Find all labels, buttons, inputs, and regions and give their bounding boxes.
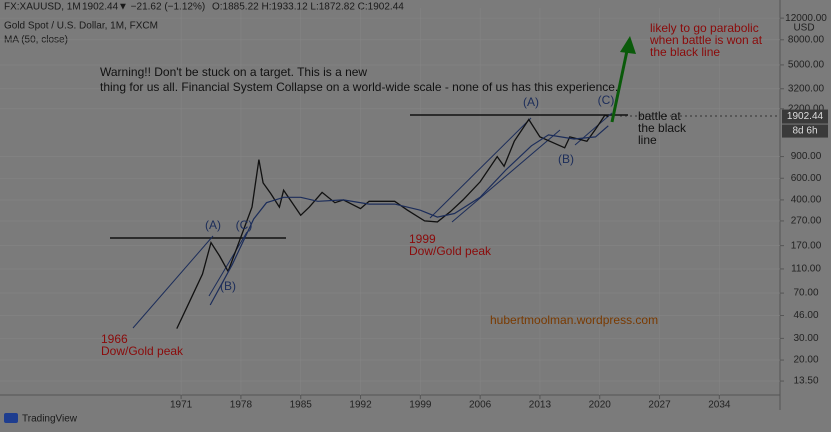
annotation: hubertmoolman.wordpress.com: [490, 313, 658, 327]
x-tick-label: 2020: [589, 400, 612, 411]
y-tick-label: 46.00: [793, 310, 818, 321]
y-tick-label: 5000.00: [788, 60, 825, 71]
chart-title: Gold Spot / U.S. Dollar, 1M, FXCM: [4, 21, 158, 32]
y-tick-label: 600.00: [791, 173, 822, 184]
annotation: the black line: [650, 45, 720, 59]
x-tick-label: 2027: [648, 400, 671, 411]
annotation: thing for us all. Financial System Colla…: [100, 80, 618, 94]
annotation: the black: [638, 121, 687, 135]
x-tick-label: 1999: [409, 400, 432, 411]
brand: TradingView: [4, 413, 78, 425]
legend-entry: MA (50, close): [4, 35, 68, 46]
annotation: Dow/Gold peak: [409, 244, 492, 258]
y-tick-label: 400.00: [791, 195, 822, 206]
brand-logo: [4, 413, 18, 423]
y-tick-label: 20.00: [793, 355, 818, 366]
annotation: (C): [598, 93, 615, 107]
annotation: likely to go parabolic: [650, 21, 759, 35]
x-tick-label: 2013: [529, 400, 552, 411]
y-tick-label: 8000.00: [788, 34, 825, 45]
trend-line: [208, 231, 248, 297]
annotation: (A): [523, 95, 539, 109]
y-tick-label: 270.00: [791, 216, 822, 227]
annotation: 1966: [101, 332, 128, 346]
grid: [0, 8, 780, 395]
y-axis-label: USD: [793, 23, 814, 34]
y-tick-label: 12000.00: [785, 13, 827, 24]
price-tag: [782, 109, 828, 124]
arrow-head: [620, 36, 636, 54]
annotation: (A): [205, 218, 221, 232]
y-tick-label: 110.00: [791, 264, 821, 275]
annotation: when battle is won at: [649, 33, 763, 47]
ma-line: [209, 125, 609, 306]
countdown: 8d 6h: [792, 126, 817, 137]
price-line: [176, 114, 609, 329]
arrow-shaft: [610, 45, 630, 123]
annotation: (C): [236, 218, 253, 232]
y-tick-label: 3200.00: [788, 83, 825, 94]
annotation: battle at: [638, 109, 681, 123]
y-tick-label: 13.50: [793, 376, 818, 387]
change: ▼ −21.62 (−1.12%): [118, 2, 205, 13]
annotation: (B): [558, 152, 574, 166]
annotation: (B): [220, 279, 236, 293]
countdown-tag: [782, 124, 828, 138]
annotation: Warning!! Don't be stuck on a target. Th…: [100, 65, 367, 79]
symbol: FX:XAUUSD, 1M: [4, 2, 81, 13]
x-tick-label: 2034: [708, 400, 731, 411]
x-tick-label: 1985: [290, 400, 313, 411]
x-tick-label: 1971: [170, 400, 193, 411]
header: FX:XAUUSD, 1M 1902.44 ▼ −21.62 (−1.12%) …: [4, 2, 404, 46]
x-tick-label: 1992: [349, 400, 372, 411]
annotation: Dow/Gold peak: [101, 344, 184, 358]
annotation: 1999: [409, 232, 436, 246]
ohlc: O:1885.22 H:1933.12 L:1872.82 C:1902.44: [212, 2, 404, 13]
trend-line: [429, 117, 532, 219]
drawings: [110, 36, 780, 329]
x-tick-label: 1978: [230, 400, 253, 411]
y-tick-label: 70.00: [793, 288, 818, 299]
annotation: line: [638, 133, 657, 147]
brand-name: TradingView: [22, 414, 78, 425]
x-tick-label: 2006: [469, 400, 492, 411]
y-tick-label: 2200.00: [788, 103, 825, 114]
y-tick-label: 30.00: [793, 333, 818, 344]
y-tick-label: 900.00: [791, 151, 822, 162]
trend-line: [451, 129, 561, 223]
trend-line: [132, 235, 214, 329]
y-tick-label: 170.00: [791, 240, 822, 251]
last-price: 1902.44: [82, 2, 119, 13]
price-tag-label: 1902.44: [787, 111, 824, 122]
